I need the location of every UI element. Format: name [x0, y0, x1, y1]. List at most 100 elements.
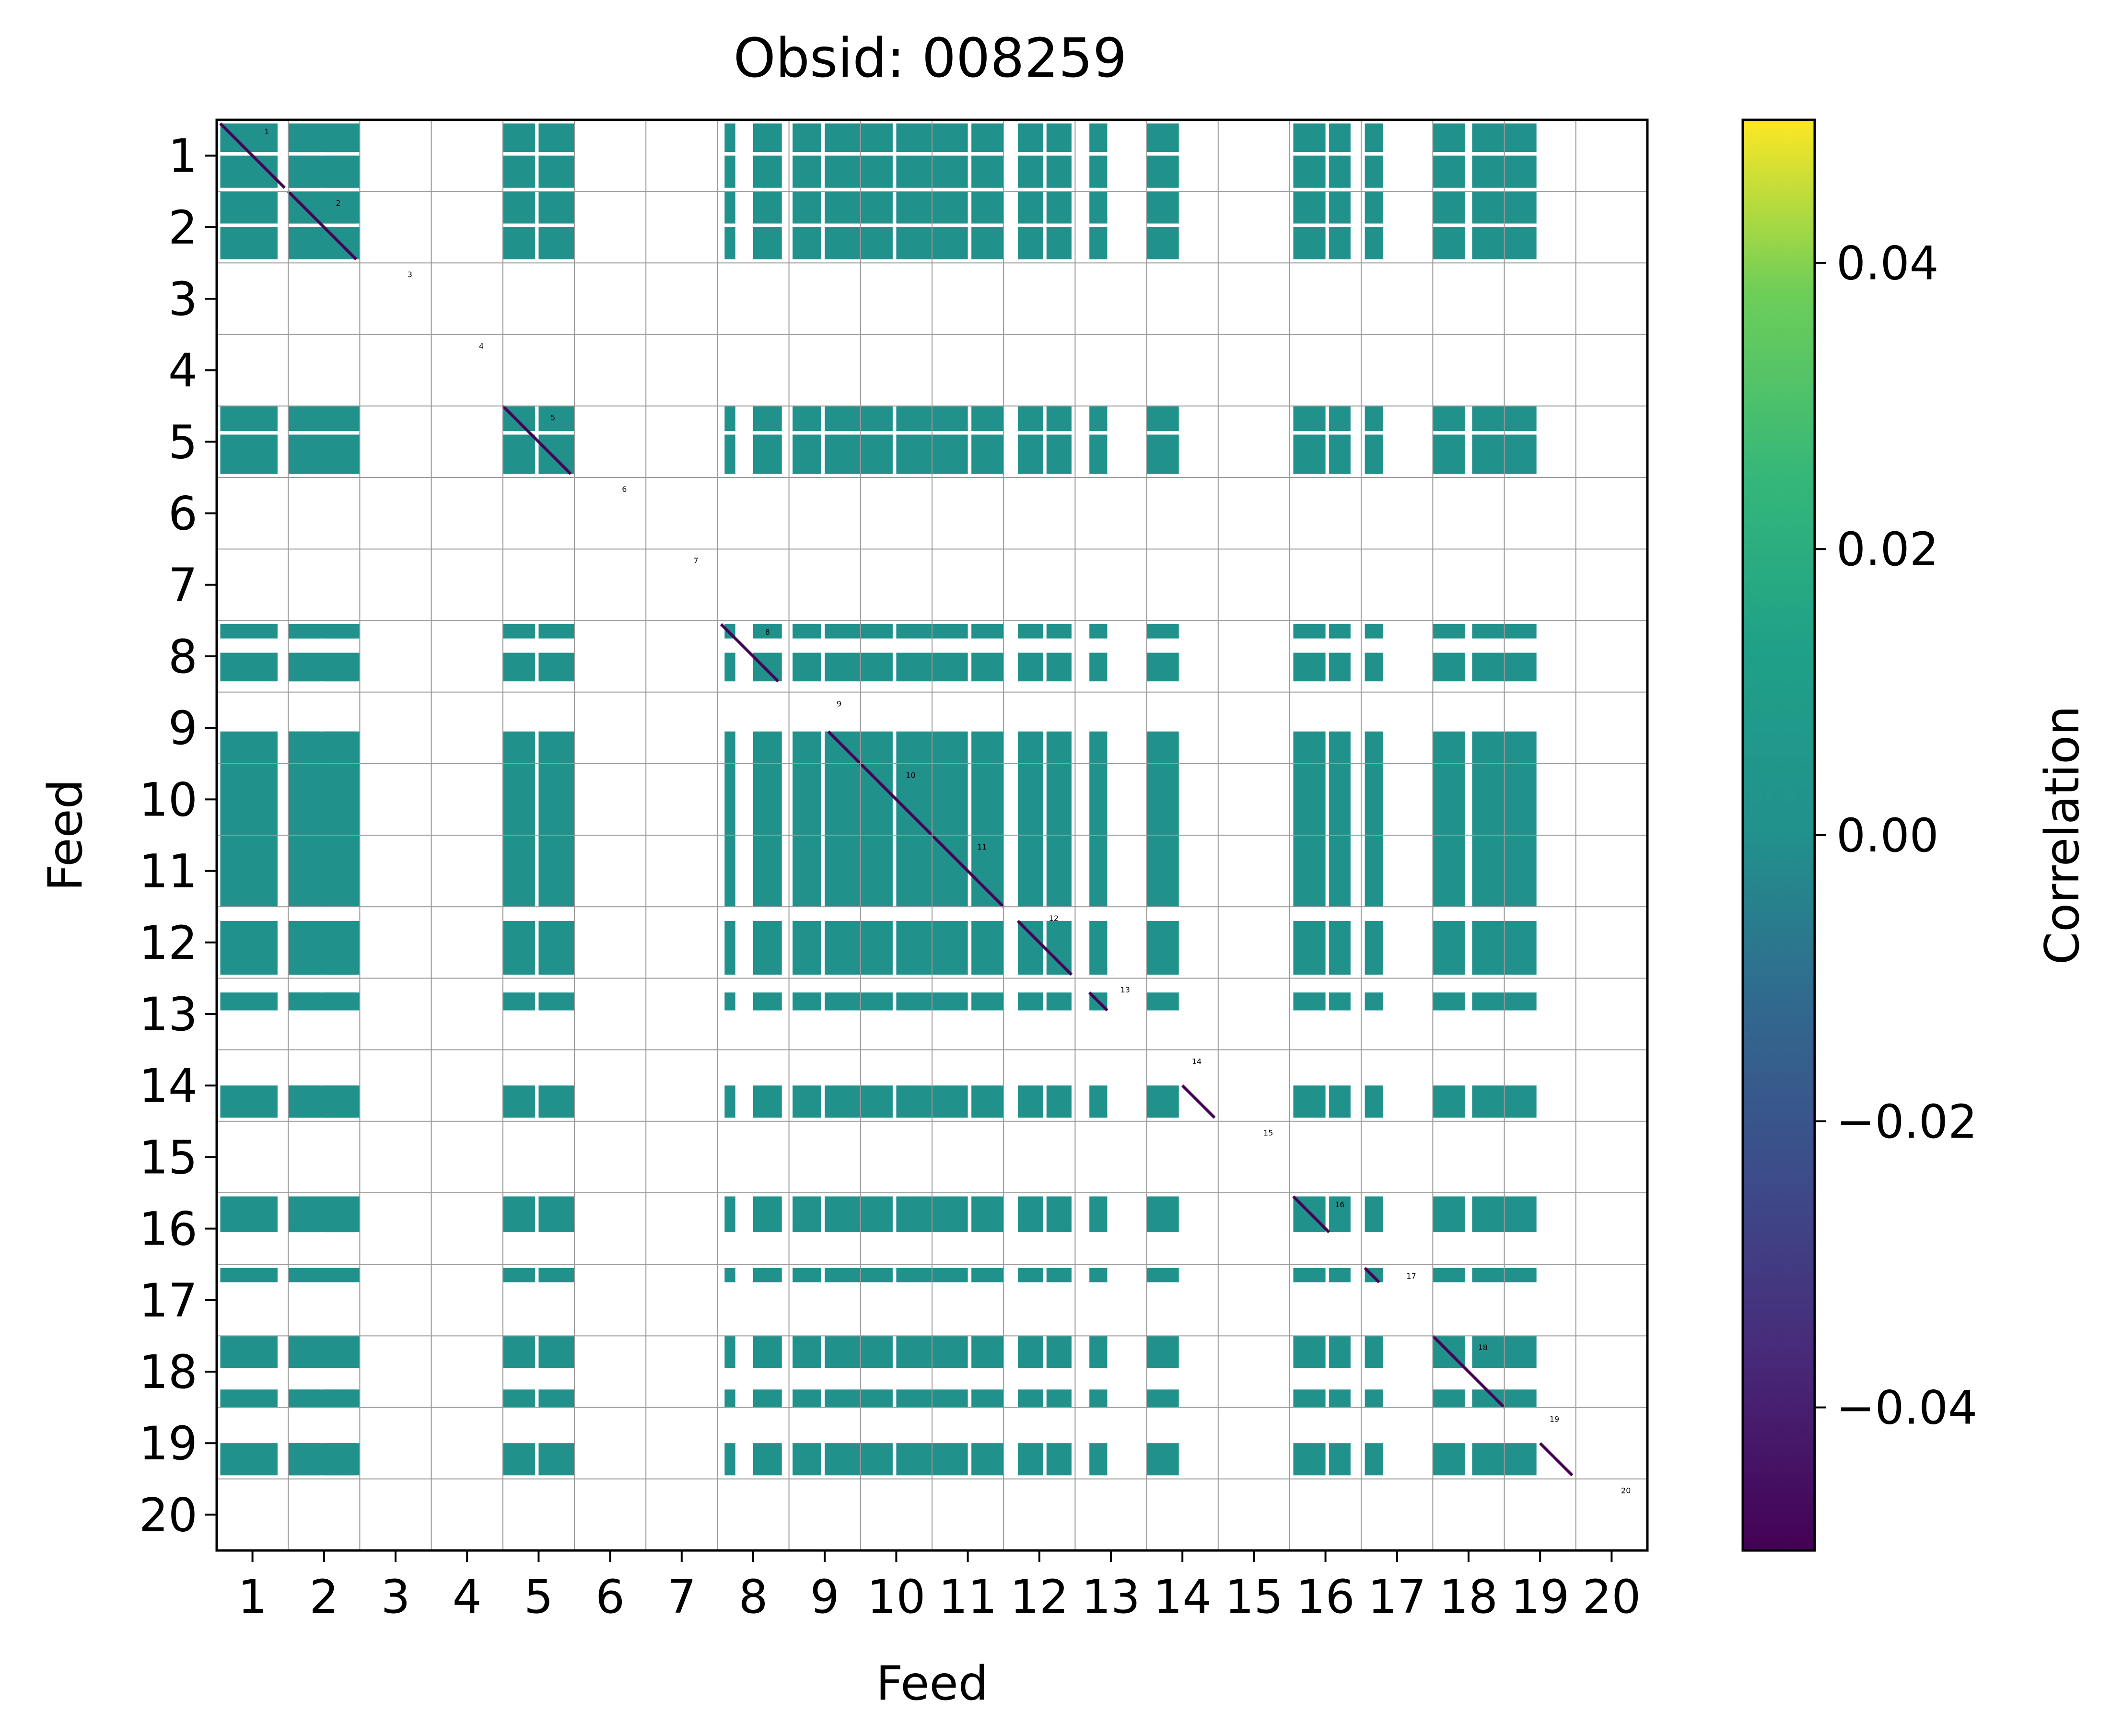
- y-tick-label-19: 19: [139, 1417, 198, 1470]
- band-cell-5-12: [1018, 434, 1043, 474]
- band-cell-17-16: [1329, 1268, 1351, 1282]
- cell-label-feed-16: 16: [1335, 1200, 1344, 1209]
- y-tick-label-2: 2: [168, 201, 198, 255]
- band-cell-12-18: [1433, 921, 1465, 975]
- band-cell-18-10: [860, 1389, 893, 1408]
- band-cell-18-8: [724, 1336, 735, 1368]
- band-cell-18-12: [1018, 1389, 1043, 1408]
- band-cell-8-11: [932, 624, 968, 639]
- band-cell-13-2: [288, 992, 321, 1011]
- band-cell-18-18: [1472, 1336, 1505, 1368]
- band-cell-10-11: [971, 763, 1004, 835]
- diagonal-marker-feed-8: [720, 623, 780, 683]
- band-cell-13-16: [1329, 992, 1351, 1011]
- band-cell-1-17: [1365, 123, 1383, 152]
- band-cell-5-13: [1089, 406, 1108, 431]
- y-tick-label-15: 15: [139, 1130, 198, 1184]
- band-cell-1-5: [538, 123, 574, 152]
- band-cell-1-16: [1329, 123, 1351, 152]
- band-cell-10-2: [288, 763, 321, 835]
- band-cell-9-13: [1089, 731, 1108, 764]
- band-cell-19-14: [1146, 1443, 1179, 1476]
- band-cell-9-5: [538, 731, 574, 764]
- band-cell-13-5: [538, 992, 574, 1011]
- band-cell-2-8: [753, 191, 782, 224]
- x-tick-label-4: 4: [453, 1570, 482, 1624]
- cell-label-feed-4: 4: [479, 341, 484, 350]
- band-cell-2-16: [1293, 227, 1326, 259]
- band-cell-2-12: [1018, 191, 1043, 224]
- band-cell-5-12: [1046, 406, 1072, 431]
- diagonal-marker-feed-14: [1181, 1084, 1216, 1119]
- band-cell-1-10: [896, 123, 932, 152]
- band-cell-13-1: [220, 992, 278, 1011]
- band-cell-18-12: [1046, 1336, 1072, 1368]
- band-cell-13-8: [724, 992, 735, 1011]
- band-cell-9-18: [1472, 731, 1505, 764]
- band-cell-16-10: [860, 1196, 893, 1233]
- band-cell-2-1: [220, 191, 278, 224]
- band-cell-5-14: [1146, 406, 1179, 431]
- x-tick-label-2: 2: [309, 1570, 338, 1624]
- band-cell-18-16: [1293, 1389, 1326, 1408]
- band-cell-11-16: [1293, 835, 1326, 907]
- band-cell-8-11: [971, 652, 1004, 682]
- band-cell-8-10: [896, 624, 932, 639]
- band-cell-16-9: [825, 1196, 861, 1233]
- cell-label-feed-19: 19: [1550, 1414, 1559, 1423]
- band-cell-10-16: [1293, 763, 1326, 835]
- band-cell-14-18: [1433, 1085, 1465, 1118]
- colorbar-tick-label-0: −0.04: [1836, 1381, 1977, 1435]
- band-cell-1-12: [1018, 155, 1043, 188]
- band-cell-8-11: [932, 652, 968, 682]
- band-cell-11-11: [932, 835, 968, 907]
- band-cell-14-12: [1018, 1085, 1043, 1118]
- band-cell-17-19: [1504, 1268, 1537, 1282]
- band-cell-12-18: [1472, 921, 1505, 975]
- band-cell-5-9: [793, 434, 821, 474]
- band-cell-19-13: [1089, 1443, 1108, 1476]
- band-cell-8-9: [825, 652, 861, 682]
- band-cell-8-9: [793, 624, 821, 639]
- band-cell-5-5: [538, 434, 574, 474]
- band-cell-1-16: [1293, 123, 1326, 152]
- band-cell-18-5: [502, 1336, 535, 1368]
- band-cell-18-19: [1504, 1389, 1537, 1408]
- band-cell-18-9: [793, 1336, 821, 1368]
- band-cell-13-10: [860, 992, 893, 1011]
- band-cell-5-19: [1504, 406, 1537, 431]
- x-tick-label-15: 15: [1225, 1570, 1283, 1624]
- band-cell-9-10: [896, 731, 932, 764]
- band-cell-19-10: [860, 1443, 893, 1476]
- band-cell-10-8: [724, 763, 735, 835]
- band-cell-14-14: [1146, 1085, 1179, 1118]
- band-cell-9-11: [932, 731, 968, 764]
- band-cell-11-5: [502, 835, 535, 907]
- cell-label-feed-17: 17: [1406, 1271, 1416, 1281]
- x-tick-label-19: 19: [1511, 1570, 1569, 1624]
- band-cell-10-14: [1146, 763, 1179, 835]
- band-cell-5-8: [753, 406, 782, 431]
- band-cell-18-16: [1329, 1389, 1351, 1408]
- band-cell-2-13: [1089, 227, 1108, 259]
- band-cell-14-16: [1329, 1085, 1351, 1118]
- band-cell-11-9: [793, 835, 821, 907]
- diagonal-marker-feed-12: [1016, 920, 1073, 976]
- band-cell-19-16: [1329, 1443, 1351, 1476]
- band-cell-2-18: [1472, 227, 1505, 259]
- band-cell-8-19: [1504, 652, 1537, 682]
- band-cell-12-8: [753, 921, 782, 975]
- band-cell-12-9: [825, 921, 861, 975]
- cell-label-feed-15: 15: [1263, 1129, 1273, 1138]
- band-cell-5-18: [1472, 406, 1505, 431]
- band-cell-2-14: [1146, 227, 1179, 259]
- x-tick-label-16: 16: [1296, 1570, 1355, 1624]
- band-cell-2-19: [1504, 191, 1537, 224]
- band-cell-8-17: [1365, 624, 1383, 639]
- band-cell-5-9: [793, 406, 821, 431]
- band-cell-1-10: [896, 155, 932, 188]
- band-cell-9-5: [502, 731, 535, 764]
- band-cell-10-18: [1472, 763, 1505, 835]
- band-cell-2-5: [538, 191, 574, 224]
- band-cell-17-12: [1046, 1268, 1072, 1282]
